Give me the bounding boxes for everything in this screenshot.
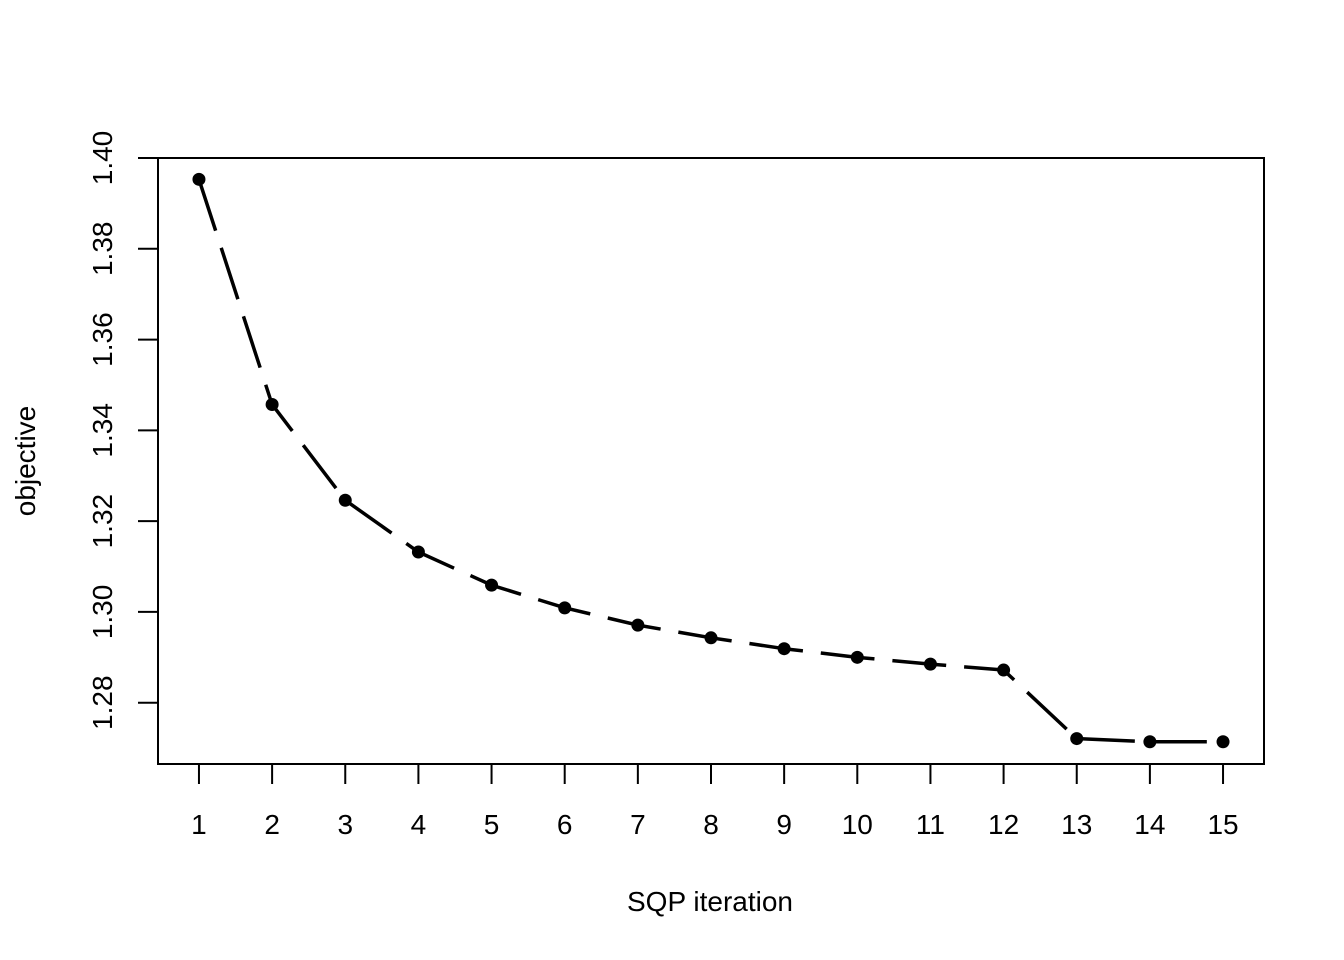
y-tick-label: 1.40	[87, 131, 118, 186]
data-point	[631, 618, 645, 632]
data-point	[192, 172, 206, 186]
data-point	[558, 601, 572, 615]
data-point	[265, 397, 279, 411]
x-tick-label: 6	[557, 809, 573, 840]
data-point	[1216, 735, 1230, 749]
y-axis: 1.28 1.30 1.32 1.34 1.36 1.38 1.40	[87, 131, 159, 730]
x-tick-label: 14	[1134, 809, 1165, 840]
y-tick-label: 1.38	[87, 222, 118, 276]
y-tick-label: 1.34	[87, 403, 118, 458]
y-tick-label: 1.28	[87, 675, 118, 730]
x-tick-label: 2	[264, 809, 280, 840]
x-tick-label: 3	[337, 809, 353, 840]
data-point	[338, 493, 352, 507]
plot-frame	[157, 157, 1265, 765]
data-point	[997, 663, 1011, 677]
y-tick-label: 1.30	[87, 585, 118, 640]
x-tick-label: 5	[484, 809, 500, 840]
y-tick-label: 1.32	[87, 494, 118, 549]
data-point	[1070, 732, 1084, 746]
y-axis-title: objective	[10, 406, 41, 517]
x-tick-label: 10	[842, 809, 873, 840]
data-point	[923, 657, 937, 671]
x-axis-title: SQP iteration	[627, 886, 793, 917]
data-point	[704, 631, 718, 645]
x-tick-label: 1	[191, 809, 207, 840]
data-point	[850, 650, 864, 664]
data-point	[485, 578, 499, 592]
series-line	[197, 178, 1224, 744]
x-tick-label: 13	[1061, 809, 1092, 840]
x-tick-label: 12	[988, 809, 1019, 840]
y-tick-label: 1.36	[87, 312, 118, 367]
data-point	[1143, 735, 1157, 749]
x-tick-label: 11	[916, 809, 945, 840]
x-tick-label: 15	[1207, 809, 1238, 840]
x-tick-label: 8	[703, 809, 719, 840]
data-point	[777, 642, 791, 656]
x-axis: 1 2 3 4 5 6 7 8 9 10 11 12 13 14 15	[191, 763, 1239, 840]
x-tick-label: 9	[776, 809, 792, 840]
x-tick-label: 4	[411, 809, 427, 840]
data-point	[411, 545, 425, 559]
series-layer	[192, 172, 1230, 749]
x-tick-label: 7	[630, 809, 646, 840]
